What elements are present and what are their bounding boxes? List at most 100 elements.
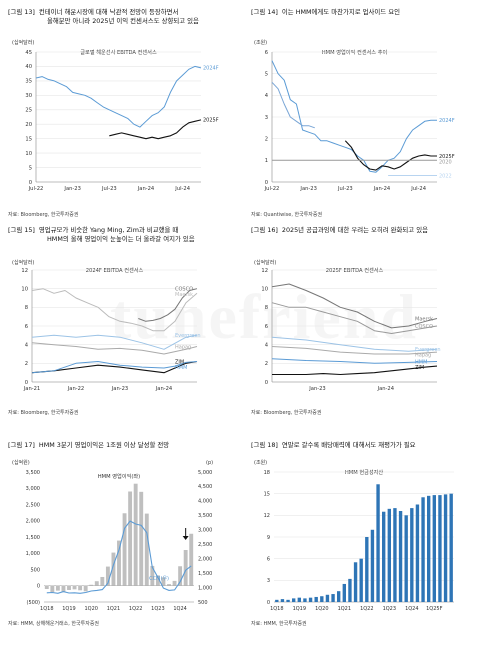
y-tick-label: 0 xyxy=(265,380,268,386)
x-tick-label: 1Q23 xyxy=(151,606,164,612)
y2-tick-label: 2,000 xyxy=(198,556,212,562)
series-label: COSCO xyxy=(175,286,193,292)
figure-caption: [그림 13] 컨테이너 해운시장에 대해 낙관적 전망이 등장하면서 xyxy=(8,8,179,16)
bar xyxy=(189,533,194,586)
series-label: HMM xyxy=(175,365,187,371)
bar xyxy=(89,584,94,586)
bar xyxy=(94,581,99,586)
bar xyxy=(449,493,453,602)
y-tick-label: 0 xyxy=(29,180,32,186)
bar xyxy=(155,575,160,586)
series-line xyxy=(271,60,437,173)
series-label: 2024F xyxy=(203,66,219,72)
y-tick-label: 5 xyxy=(265,71,268,77)
y-tick-label: 18 xyxy=(264,470,270,476)
figure-13: [그림 13] 컨테이너 해운시장에 대해 낙관적 전망이 등장하면서 올해분만 … xyxy=(8,8,243,26)
y-tick-label: 4 xyxy=(265,342,269,348)
bar xyxy=(128,491,133,586)
bar xyxy=(443,494,448,602)
x-tick-label: Jan-24 xyxy=(377,386,395,392)
y-tick-label: 2 xyxy=(265,361,268,367)
series-line xyxy=(109,119,202,140)
x-tick-label: Jan-23 xyxy=(111,386,128,392)
x-tick-label: Jan-24 xyxy=(155,386,173,392)
y-tick-label: 45 xyxy=(25,50,32,56)
x-tick-label: Jan-24 xyxy=(373,186,391,192)
bar xyxy=(105,566,110,586)
y2-tick-label: 2,500 xyxy=(198,542,212,548)
y-tick-label: 1 xyxy=(265,158,268,164)
series-label: Evergreen xyxy=(415,347,441,353)
bar xyxy=(100,576,105,586)
bar xyxy=(172,580,177,586)
y-tick-label: 6 xyxy=(265,324,268,330)
bar xyxy=(111,552,116,586)
bar xyxy=(139,491,144,586)
y-tick-label: 25 xyxy=(25,108,32,114)
y-axis-label: (십억달러) xyxy=(12,39,34,46)
series-label: Hapag xyxy=(175,344,191,350)
figure-source: 자료: HMM, 한국투자증권 xyxy=(251,621,307,627)
x-tick-label: Jul-24 xyxy=(410,186,426,192)
bar xyxy=(161,577,166,586)
y-tick-label: 1,500 xyxy=(26,535,40,541)
bar xyxy=(44,585,49,589)
series-label: ZIM xyxy=(175,359,184,365)
bar xyxy=(376,484,380,602)
y-tick-label: 30 xyxy=(25,93,32,99)
series-label: Hapag xyxy=(415,353,431,359)
y-tick-label: 500 xyxy=(30,567,40,573)
bar xyxy=(314,596,318,602)
y-tick-label: 15 xyxy=(264,491,270,497)
x-tick-label: Jan-21 xyxy=(23,386,40,392)
series-line xyxy=(35,65,202,128)
series-line xyxy=(271,358,438,364)
figure-18: [그림 18] 연말로 갈수록 배당매력에 대해서도 재평가가 필요 xyxy=(251,441,486,450)
y-tick-label: 40 xyxy=(25,64,32,70)
bar xyxy=(297,597,301,602)
y-tick-label: 3,500 xyxy=(26,470,40,476)
y-tick-label: 8 xyxy=(265,305,268,311)
bar xyxy=(117,540,121,586)
x-tick-label: Jan-24 xyxy=(137,186,155,192)
series-line xyxy=(31,361,198,374)
y-tick-label: 3 xyxy=(267,578,270,584)
x-tick-label: 1Q19 xyxy=(62,606,75,612)
figure-source: 자료: Bloomberg, 한국투자증권 xyxy=(8,212,79,218)
bar xyxy=(178,566,183,586)
series-label: 2022 xyxy=(439,173,452,179)
y-tick-label: 2 xyxy=(25,361,28,367)
y-tick-label: 12 xyxy=(21,268,28,274)
y2-tick-label: 5,000 xyxy=(198,470,212,476)
y2-tick-label: 4,000 xyxy=(198,499,212,505)
bar xyxy=(432,495,436,602)
bar xyxy=(61,585,66,593)
y-tick-label: 8 xyxy=(25,305,28,311)
series-line xyxy=(271,336,438,352)
bar xyxy=(398,511,403,602)
x-tick-label: 1Q20 xyxy=(84,606,97,612)
bar xyxy=(365,537,369,602)
series-line xyxy=(272,365,438,376)
y-tick-label: 2 xyxy=(265,136,268,142)
x-tick-label: Jul-24 xyxy=(174,186,190,192)
x-tick-label: Jan-23 xyxy=(299,186,316,192)
x-tick-label: 1Q18 xyxy=(270,606,283,612)
series-label: CCFI(우) xyxy=(149,576,169,582)
y-tick-label: 15 xyxy=(25,136,32,142)
y-tick-label: 0 xyxy=(265,180,268,186)
y-tick-label: 5 xyxy=(29,165,32,171)
series-label: COSCO xyxy=(415,324,433,330)
y-tick-label: 10 xyxy=(21,286,28,292)
x-tick-label: 1Q24 xyxy=(173,606,186,612)
bar xyxy=(348,578,352,602)
x-tick-label: Jul-23 xyxy=(337,186,353,192)
x-tick-label: 1Q22 xyxy=(360,606,373,612)
y2-tick-label: 500 xyxy=(198,600,208,606)
figure-caption-line2: 올해분만 아니라 2025년 이익 컨센서스도 상향되고 있음 xyxy=(47,17,199,25)
y-tick-label: 10 xyxy=(261,286,268,292)
bar xyxy=(83,585,88,592)
arrow-head xyxy=(182,536,189,540)
y-tick-label: 12 xyxy=(261,268,268,274)
